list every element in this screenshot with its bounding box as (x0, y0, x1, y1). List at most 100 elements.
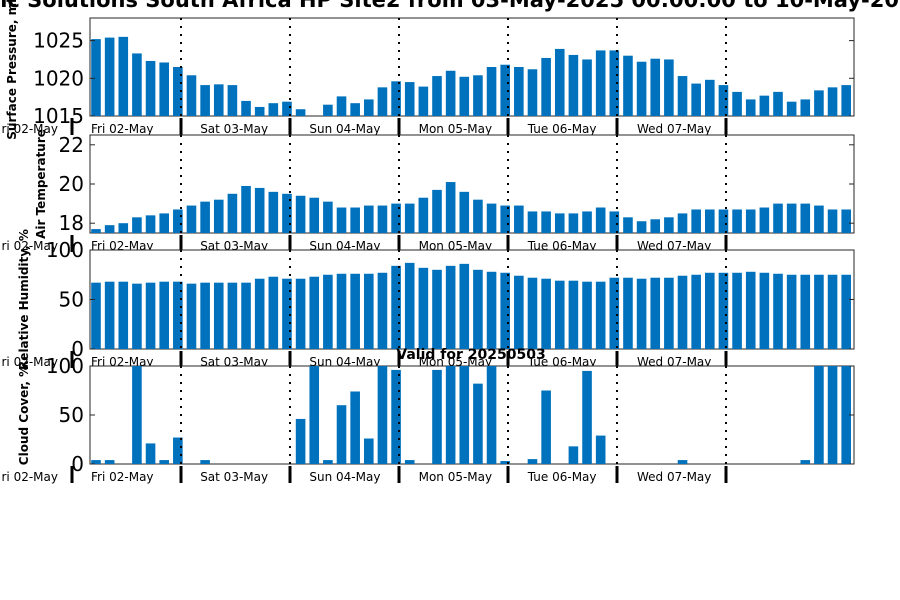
day-label: Tue 06-May (527, 470, 597, 484)
data-bar (691, 209, 701, 233)
day-label: Fri 02-May (91, 122, 154, 136)
data-bar (173, 209, 183, 233)
data-bar (336, 207, 347, 233)
data-bar (677, 76, 688, 116)
data-bar (814, 274, 824, 349)
data-bar (173, 437, 183, 464)
data-bar (445, 70, 456, 116)
data-bar (650, 58, 661, 116)
data-bar (268, 276, 279, 349)
data-bar (104, 37, 115, 116)
data-bar (323, 460, 333, 464)
data-bar (568, 446, 579, 464)
data-bar (404, 203, 415, 233)
day-label: ri 02-May (2, 470, 59, 484)
data-bar (582, 59, 592, 116)
data-bar (650, 219, 661, 233)
panel-4-title: Valid for 20250503 (396, 347, 545, 363)
data-bar (786, 274, 797, 349)
data-bar (609, 277, 620, 349)
y-tick-label: 100 (46, 238, 84, 262)
y-tick-label: 100 (46, 354, 84, 378)
data-bar (350, 207, 360, 233)
data-bar (623, 55, 633, 116)
day-label: Sun 04-May (309, 122, 380, 136)
data-bar (568, 213, 579, 233)
data-bar (104, 460, 115, 464)
data-bar (636, 61, 647, 116)
panel-1: 1015 1020 1025 ri 02-May Fri 02-May Sat 03-Ma… (2, 0, 855, 140)
data-bar (841, 85, 851, 116)
data-bar (118, 36, 129, 116)
data-bar (377, 87, 388, 116)
y-tick-label: 18 (59, 211, 84, 235)
data-bar (527, 69, 538, 116)
data-bar (159, 62, 169, 116)
data-bar (213, 282, 224, 349)
data-bar (200, 282, 210, 349)
data-bar (254, 106, 265, 116)
data-bar (377, 205, 388, 233)
data-bar (309, 276, 320, 349)
data-bar (486, 366, 497, 464)
data-bar (159, 213, 169, 233)
day-label: Sat 03-May (200, 122, 268, 136)
data-bar (295, 195, 306, 233)
data-bar (473, 383, 483, 464)
data-bar (295, 278, 306, 349)
data-bar (445, 366, 456, 464)
data-bar (295, 109, 306, 116)
data-bar (541, 390, 551, 464)
data-bar (350, 391, 360, 464)
data-bar (132, 283, 142, 349)
y-axis-label: Relative Humidity, % (17, 229, 31, 370)
data-bar (213, 84, 224, 116)
data-bar (841, 209, 851, 233)
data-bar (554, 280, 565, 349)
data-bar (636, 221, 647, 233)
day-label: ri 02-May (2, 239, 59, 253)
data-bar (473, 199, 483, 233)
data-bar (473, 75, 483, 116)
data-bar (759, 272, 770, 349)
data-bar (404, 82, 415, 116)
day-label: Wed 07-May (637, 470, 711, 484)
data-bar (759, 95, 770, 116)
data-bar (500, 461, 510, 464)
data-bar (664, 217, 674, 233)
data-bar (145, 282, 156, 349)
data-bar (254, 187, 265, 233)
data-bar (623, 277, 633, 349)
day-label: Mon 05-May (419, 470, 493, 484)
data-bar (145, 443, 156, 464)
y-tick-label: 0 (71, 337, 84, 361)
data-bar (786, 101, 797, 116)
data-bar (309, 366, 320, 464)
chart-panels: 1015 1020 1025 ri 02-May Fri 02-May Sat 03-Ma… (2, 0, 855, 484)
data-bar (486, 271, 497, 349)
data-bar (500, 272, 510, 349)
data-bar (432, 76, 442, 116)
data-bar (650, 277, 661, 349)
data-bar (500, 64, 510, 116)
y-tick-label: 50 (59, 288, 84, 312)
day-label: Wed 07-May (637, 122, 711, 136)
data-bar (118, 223, 129, 233)
data-bar (582, 370, 592, 464)
data-bar (459, 191, 470, 233)
data-bar (841, 366, 851, 464)
data-bar (827, 366, 838, 464)
data-bar (241, 282, 251, 349)
data-bar (773, 273, 783, 349)
y-tick-label: 20 (59, 172, 84, 196)
data-bar (623, 217, 633, 233)
data-bar (773, 203, 783, 233)
data-bar (486, 203, 497, 233)
data-bar (800, 274, 811, 349)
day-label: Mon 05-May (419, 122, 493, 136)
data-bar (241, 100, 251, 116)
data-bar (350, 273, 360, 349)
data-bar (391, 203, 401, 233)
